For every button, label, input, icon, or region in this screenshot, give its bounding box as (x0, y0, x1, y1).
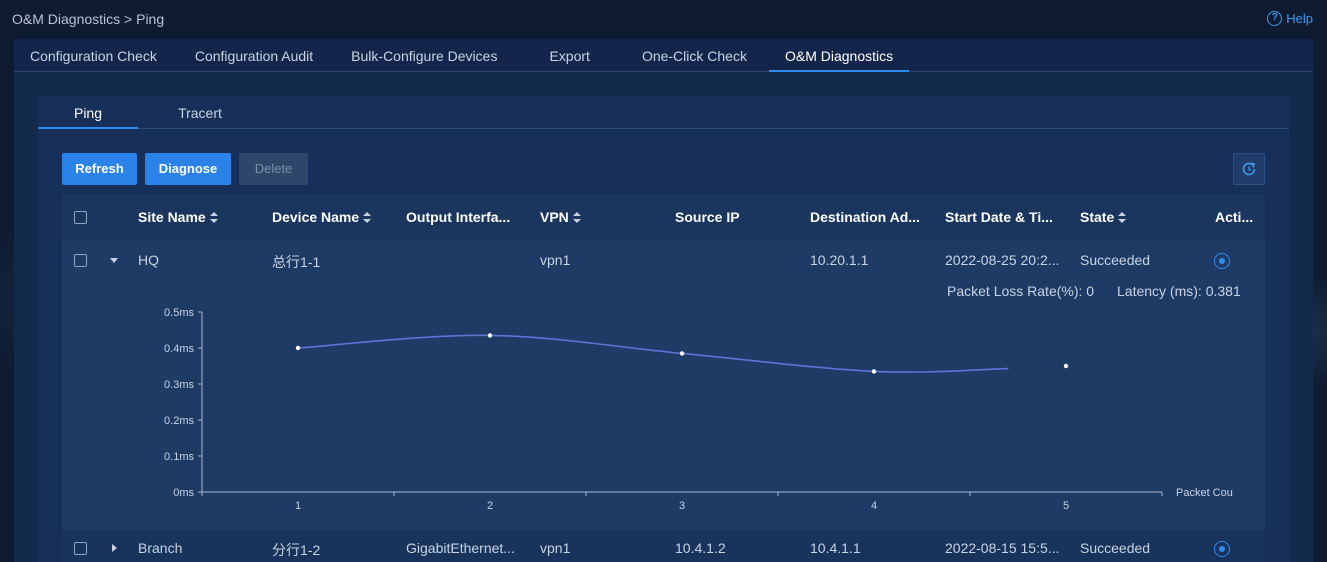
sort-icon (209, 211, 218, 223)
sub-tab-bar: Ping Tracert (38, 96, 1289, 129)
tab-bulk-configure-devices[interactable]: Bulk-Configure Devices (351, 48, 498, 64)
cell-device-name: 分行1-2 (272, 542, 321, 558)
diagnose-button[interactable]: Diagnose (145, 153, 231, 185)
table-header: Site Name Device Name Output Interfa... … (62, 194, 1265, 240)
sort-icon (572, 211, 581, 223)
select-all-checkbox[interactable] (74, 211, 87, 224)
y-tick-label: 0.2ms (164, 415, 194, 427)
cell-state: Succeeded (1080, 540, 1151, 556)
x-tick-label: 4 (871, 500, 877, 512)
col-device-name[interactable]: Device Name (272, 194, 402, 240)
help-icon: ? (1267, 11, 1283, 26)
view-detail-icon[interactable] (1214, 541, 1230, 557)
x-tick-label: 2 (487, 500, 493, 512)
x-tick-label: 5 (1063, 500, 1069, 512)
row-checkbox[interactable] (74, 542, 87, 555)
cell-state: Succeeded (1080, 252, 1151, 268)
cell-site-name: Branch (138, 540, 183, 556)
delete-button[interactable]: Delete (239, 153, 308, 185)
cell-device-name: 总行1-1 (272, 254, 321, 270)
cell-destination: 10.4.1.1 (810, 540, 861, 556)
data-point (679, 351, 685, 356)
data-point (487, 333, 493, 338)
collapse-icon[interactable] (110, 258, 118, 263)
y-tick-label: 0.3ms (164, 379, 194, 391)
tab-configuration-check[interactable]: Configuration Check (30, 48, 157, 64)
cell-start-date: 2022-08-25 20:2... (945, 252, 1060, 268)
x-tick-label: 3 (679, 500, 685, 512)
tab-one-click-check[interactable]: One-Click Check (641, 48, 747, 64)
cell-destination: 10.20.1.1 (810, 252, 869, 268)
view-detail-icon[interactable] (1214, 253, 1230, 269)
table-row[interactable]: Branch 分行1-2 GigabitEthernet... vpn1 10.… (62, 529, 1265, 562)
col-source-ip: Source IP (675, 209, 740, 225)
cell-output-interface: GigabitEthernet... (406, 540, 515, 556)
refresh-icon (1242, 162, 1256, 176)
tab-configuration-audit[interactable]: Configuration Audit (194, 48, 314, 64)
col-site-name[interactable]: Site Name (138, 194, 268, 240)
tab-ping[interactable]: Ping (38, 96, 138, 129)
help-label: Help (1286, 11, 1313, 26)
expand-icon[interactable] (112, 544, 117, 552)
refresh-button[interactable]: Refresh (62, 153, 137, 185)
y-tick-label: 0ms (173, 487, 194, 499)
col-vpn[interactable]: VPN (540, 194, 670, 240)
table-row[interactable]: HQ 总行1-1 vpn1 10.20.1.1 2022-08-25 20:2.… (62, 240, 1265, 529)
tab-tracert[interactable]: Tracert (178, 105, 222, 121)
series-line (297, 334, 1009, 373)
x-axis-label: Packet Cou (1176, 487, 1233, 499)
col-action: Acti... (1215, 209, 1254, 225)
latency-text: Latency (ms): 0.381 (1117, 283, 1241, 299)
tab-export[interactable]: Export (549, 48, 590, 64)
col-start-date: Start Date & Ti... (945, 209, 1053, 225)
cell-start-date: 2022-08-15 15:5... (945, 540, 1060, 556)
x-tick-label: 1 (295, 500, 301, 512)
ping-table: Site Name Device Name Output Interfa... … (62, 194, 1265, 562)
data-point (871, 369, 877, 374)
sort-icon (1118, 211, 1127, 223)
col-output-interface: Output Interfa... (406, 209, 511, 225)
cell-source-ip: 10.4.1.2 (675, 540, 726, 556)
data-point (1063, 363, 1069, 369)
sort-icon (363, 211, 372, 223)
y-tick-label: 0.1ms (164, 451, 194, 463)
latency-chart: 0ms 0.1ms 0.2ms 0.3ms 0.4ms 0.5ms 1 2 3 4 5 Packet … (164, 307, 1233, 512)
col-destination: Destination Ad... (810, 209, 920, 225)
packet-loss-text: Packet Loss Rate(%): 0 (947, 283, 1095, 299)
cell-vpn: vpn1 (540, 252, 571, 268)
breadcrumb: O&M Diagnostics > Ping (12, 11, 165, 27)
col-state[interactable]: State (1080, 194, 1210, 240)
main-tab-bar: Configuration Check Configuration Audit … (14, 39, 1313, 72)
data-point (295, 345, 301, 351)
cell-site-name: HQ (138, 252, 159, 268)
row-checkbox[interactable] (74, 254, 87, 267)
help-link[interactable]: ? Help (1267, 11, 1313, 26)
y-tick-label: 0.5ms (164, 307, 194, 319)
auto-refresh-button[interactable] (1233, 153, 1265, 185)
cell-vpn: vpn1 (540, 540, 571, 556)
top-bar: O&M Diagnostics > Ping ? Help (0, 0, 1327, 38)
tab-om-diagnostics[interactable]: O&M Diagnostics (768, 39, 910, 72)
y-tick-label: 0.4ms (164, 343, 194, 355)
